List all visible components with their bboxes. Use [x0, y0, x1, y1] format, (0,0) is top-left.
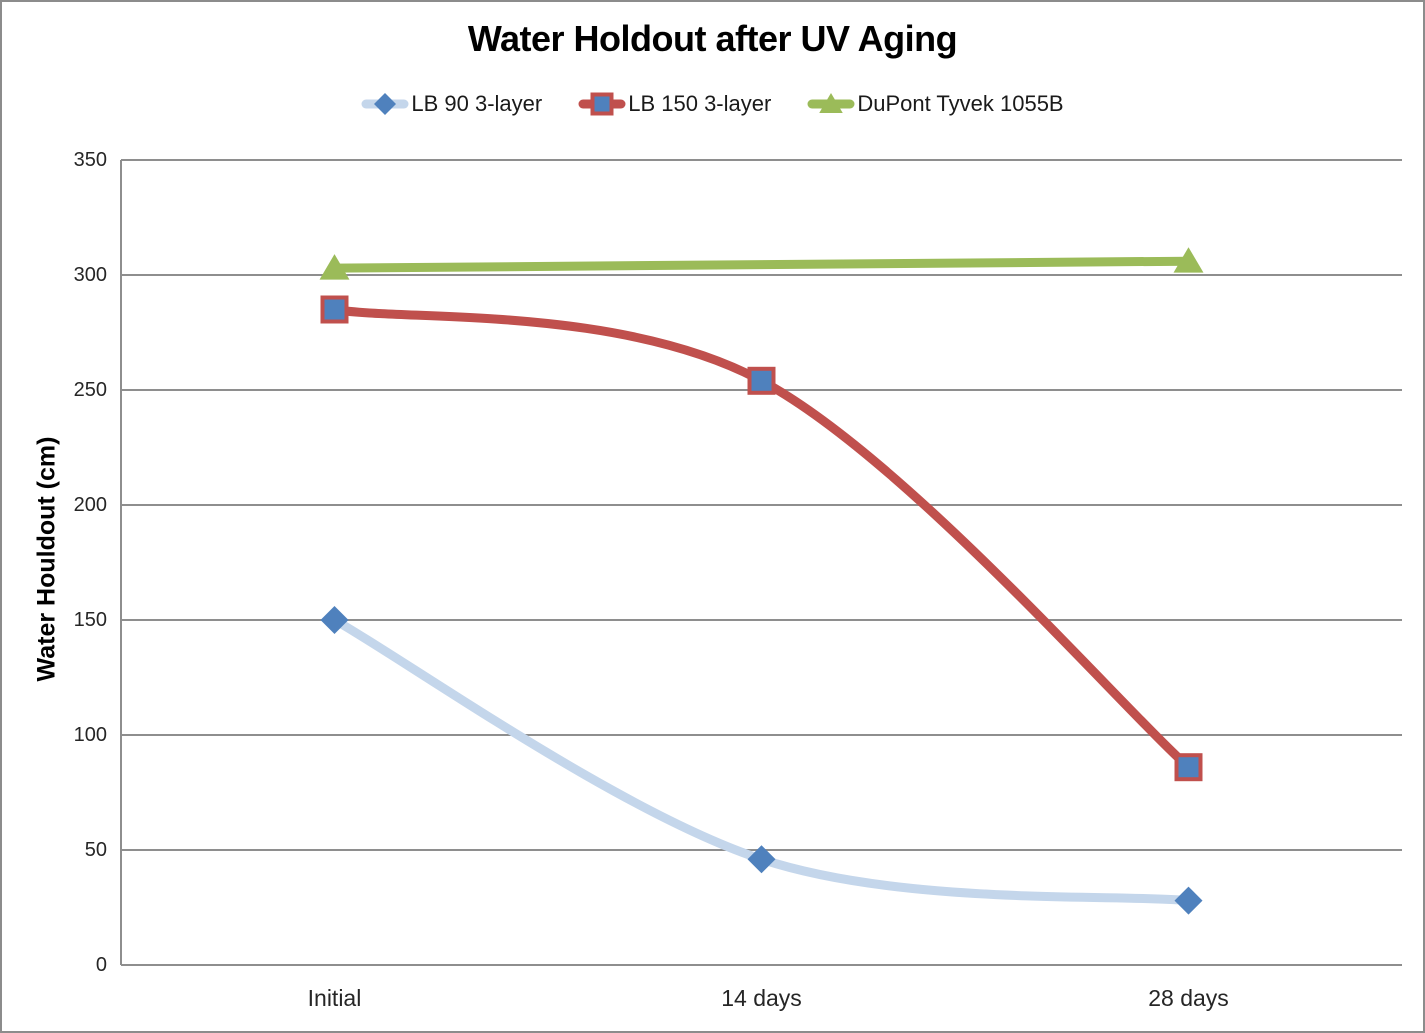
legend-label: DuPont Tyvek 1055B	[857, 91, 1064, 116]
marker-triangle	[819, 93, 844, 114]
legend-label: LB 90 3-layer	[411, 91, 543, 116]
marker-square	[320, 295, 349, 324]
series-line-dupont-tyvek-1055b	[334, 256, 1189, 273]
marker-diamond	[1174, 886, 1203, 915]
y-tick-label: 350	[73, 149, 107, 171]
legend: LB 90 3-layer LB 150 3-layer DuPont Tyvek …	[2, 86, 1423, 122]
marker-square	[747, 366, 776, 395]
legend-swatch-lb-90-3-layer-icon	[361, 93, 409, 115]
y-tick-label: 100	[73, 724, 107, 746]
legend-item-dupont-tyvek-1055b: DuPont Tyvek 1055B	[807, 87, 1064, 121]
y-tick-label: 50	[84, 839, 107, 861]
x-category-label: 14 days	[721, 985, 802, 1011]
x-category-label: 28 days	[1148, 985, 1229, 1011]
chart-title: Water Holdout after UV Aging	[467, 18, 958, 59]
y-tick-label: 150	[73, 609, 107, 631]
marker-diamond	[320, 606, 349, 634]
y-tick-label: 300	[73, 264, 107, 286]
x-category-label: Initial	[307, 985, 362, 1011]
y-tick-label: 250	[73, 379, 107, 401]
marker-triangle	[319, 254, 350, 280]
marker-diamond	[374, 93, 397, 115]
y-tick-label: 0	[95, 954, 107, 976]
marker-diamond	[747, 845, 776, 874]
legend-label: LB 150 3-layer	[628, 91, 772, 116]
legend-swatch-lb-150-3-layer-icon	[578, 92, 626, 116]
marker-square	[590, 92, 614, 116]
y-tick-label: 200	[73, 494, 107, 516]
legend-item-lb-150-3-layer: LB 150 3-layer	[578, 87, 771, 121]
marker-square	[1174, 753, 1203, 782]
marker-triangle	[1173, 247, 1204, 273]
legend-item-lb-90-3-layer: LB 90 3-layer	[361, 87, 542, 121]
legend-swatch-dupont-tyvek-1055b-icon	[807, 93, 855, 114]
